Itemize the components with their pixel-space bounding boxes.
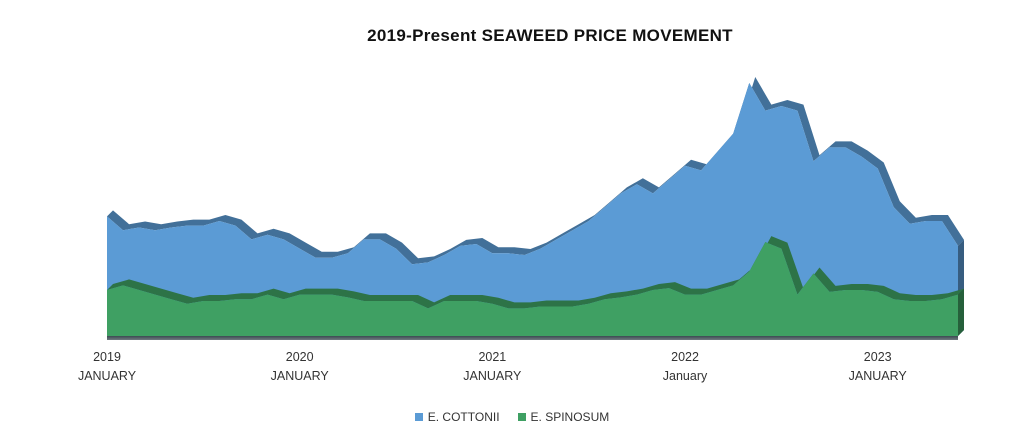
- chart-floor: [107, 336, 958, 340]
- series-layer: [107, 77, 964, 340]
- chart-title: 2019-Present SEAWEED PRICE MOVEMENT: [367, 26, 733, 45]
- legend-item: E. SPINOSUM: [517, 410, 610, 424]
- tick-year: 2023: [864, 350, 892, 364]
- x-tick: 2021 JANUARY: [463, 350, 522, 383]
- x-tick: 2019 JANUARY: [78, 350, 137, 383]
- tick-month: January: [663, 369, 708, 383]
- legend-label: E. COTTONII: [427, 410, 500, 424]
- tick-month: JANUARY: [849, 369, 908, 383]
- x-tick: 2023 JANUARY: [849, 350, 908, 383]
- tick-month: JANUARY: [78, 369, 137, 383]
- legend-item: E. COTTONII: [414, 410, 500, 424]
- tick-month: JANUARY: [271, 369, 330, 383]
- tick-year: 2021: [478, 350, 506, 364]
- tick-year: 2022: [671, 350, 699, 364]
- series-1: [107, 236, 964, 336]
- x-tick: 2020 JANUARY: [271, 350, 330, 383]
- series-depth: [107, 236, 964, 309]
- series-area: [107, 242, 958, 336]
- legend-swatch: [414, 413, 423, 421]
- tick-month: JANUARY: [463, 369, 522, 383]
- x-tick: 2022 January: [663, 350, 708, 383]
- x-axis: 2019 JANUARY 2020 JANUARY 2021 JANUARY 2022 Jan…: [78, 350, 907, 383]
- legend: E. COTTONII E. SPINOSUM: [0, 410, 1024, 424]
- series-side: [958, 288, 964, 336]
- tick-year: 2020: [286, 350, 314, 364]
- series-area: [107, 83, 958, 336]
- legend-swatch: [517, 413, 526, 421]
- tick-year: 2019: [93, 350, 121, 364]
- legend-label: E. SPINOSUM: [530, 410, 610, 424]
